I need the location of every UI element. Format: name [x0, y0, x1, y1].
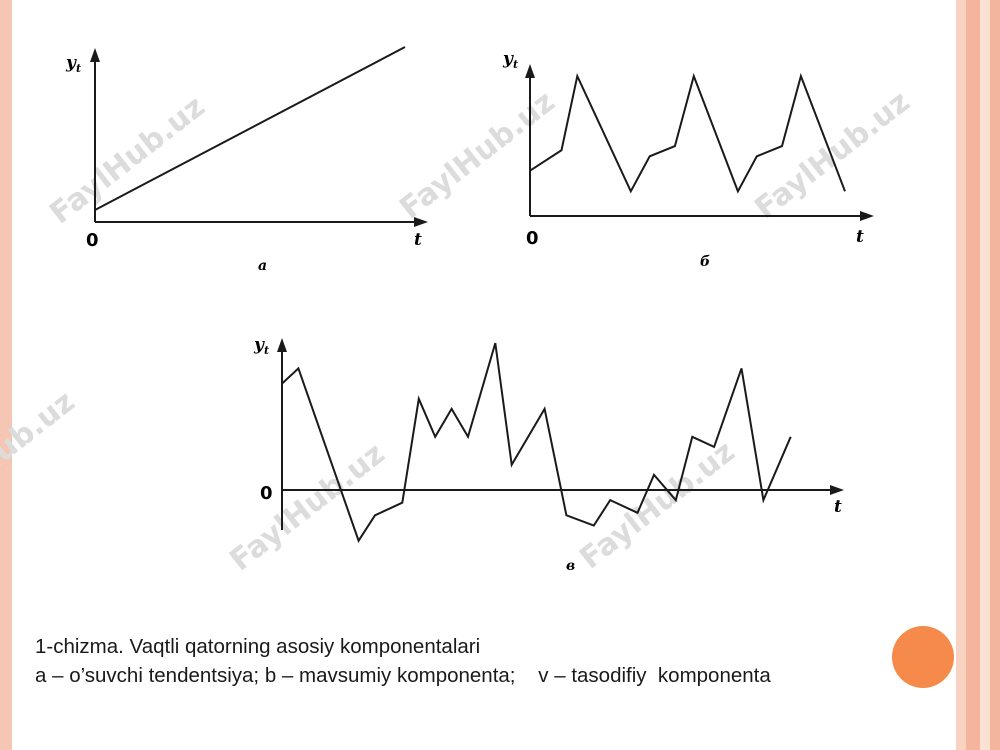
y-axis-label: y	[253, 335, 265, 355]
watermark: FaylHub.uz	[573, 434, 741, 576]
x-axis-arrow	[860, 211, 874, 221]
origin-label: 0	[526, 228, 539, 249]
seasonal-line	[529, 72, 846, 194]
watermarks: FaylHub.uz FaylHub.uz FaylHub.uz FaylHub…	[0, 84, 917, 578]
slide-frame-left	[0, 0, 12, 750]
y-axis-arrow	[525, 64, 535, 78]
panel-v: y t t 0 в	[253, 335, 844, 574]
watermark: FaylHub.uz	[393, 84, 561, 226]
x-axis-arrow	[414, 217, 428, 227]
y-axis-subscript: t	[264, 344, 269, 357]
y-axis-label: y	[502, 49, 514, 69]
y-axis-subscript: t	[513, 58, 518, 71]
y-axis-arrow	[90, 48, 100, 62]
x-axis-label: t	[856, 227, 864, 247]
panel-b: y t t 0 б	[502, 49, 874, 270]
origin-label: 0	[86, 230, 99, 251]
trend-line	[94, 46, 406, 211]
x-axis-label: t	[414, 230, 422, 250]
y-axis-subscript: t	[76, 62, 81, 75]
y-axis-arrow	[277, 338, 287, 352]
origin-label: 0	[260, 483, 273, 504]
watermark: FaylHub.uz	[223, 436, 391, 578]
panel-a: y t t 0 а	[65, 46, 428, 274]
panel-label-b: б	[700, 254, 710, 270]
x-axis-label: t	[834, 497, 842, 517]
y-axis-label: y	[65, 53, 77, 73]
watermark: FaylHub.uz	[748, 84, 916, 226]
caption-legend: a – o’suvchi tendentsiya; b – mavsumiy k…	[35, 664, 771, 687]
slide-frame-right	[956, 0, 1000, 750]
panel-label-a: а	[258, 258, 267, 274]
figure-caption: 1-chizma. Vaqtli qatorning asosiy kompon…	[35, 632, 955, 690]
watermark: FaylHub.uz	[43, 89, 211, 231]
random-line	[281, 342, 792, 543]
watermark: FaylHub.uz	[0, 384, 82, 526]
panel-label-v: в	[566, 558, 575, 574]
caption-title: 1-chizma. Vaqtli qatorning asosiy kompon…	[35, 635, 481, 658]
x-axis-arrow	[830, 485, 844, 495]
accent-dot	[892, 626, 954, 688]
